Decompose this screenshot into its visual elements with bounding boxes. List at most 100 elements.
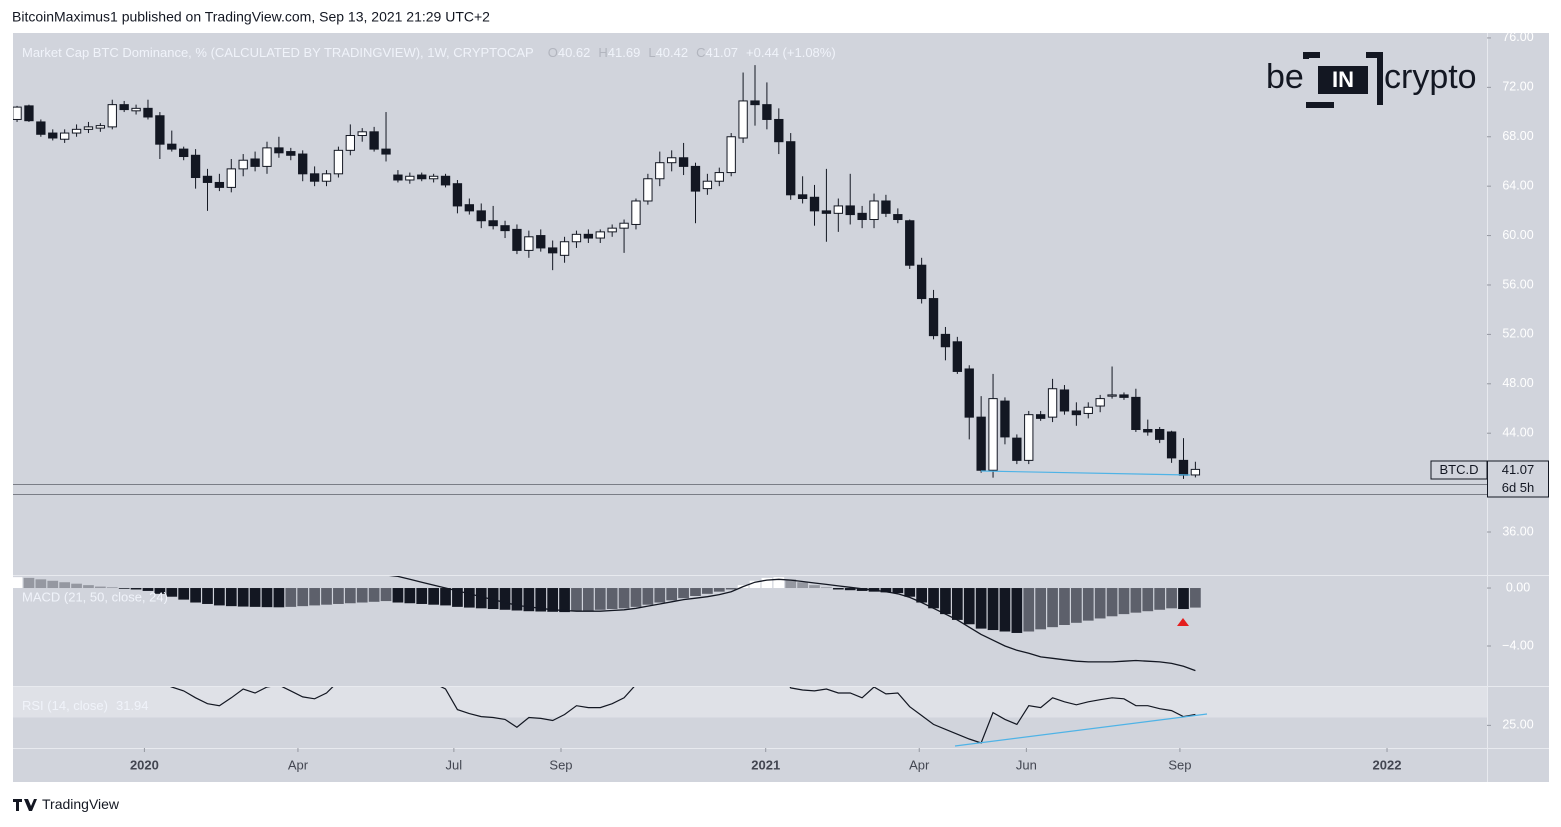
y-tick-label: −4.00 [1502, 638, 1534, 652]
legend-text: 40.42 [656, 45, 689, 60]
logo-box [1318, 66, 1368, 94]
candle-body [797, 194, 808, 200]
rsi-title: RSI (14, close) [22, 698, 108, 713]
candle-body [1012, 437, 1022, 461]
y-tick-label: 64.00 [1502, 178, 1533, 192]
y-tick-label: 52.00 [1502, 327, 1533, 341]
tv-icon [13, 799, 37, 811]
candle-body [869, 200, 879, 221]
candle-body [952, 341, 963, 372]
macd-histogram-bar [1106, 588, 1118, 617]
macd-histogram-bar [190, 588, 201, 603]
candle-body [619, 222, 629, 229]
macd-histogram-bar [1178, 588, 1189, 610]
macd-histogram-bar [523, 588, 535, 612]
candle-body [226, 168, 236, 188]
last-price: 41.07 [1502, 462, 1535, 477]
candle-body [547, 247, 558, 254]
macd-histogram-bar [142, 588, 154, 591]
candle-body [179, 148, 189, 158]
macd-histogram-bar [452, 588, 463, 607]
candle-body [1107, 394, 1117, 397]
macd-histogram-bar [404, 588, 416, 604]
candle-body [893, 214, 903, 221]
macd-histogram-bar [380, 588, 392, 602]
candle-body [738, 100, 748, 139]
candle-body [1059, 389, 1070, 412]
macd-histogram-bar [309, 588, 320, 606]
macd-histogram-bar [237, 588, 249, 607]
legend-text: 40.62 [558, 45, 591, 60]
candle-body [774, 118, 784, 143]
macd-histogram-bar [499, 588, 511, 610]
macd-histogram-bar [344, 588, 356, 604]
macd-histogram-bar [1059, 588, 1070, 625]
macd-histogram-bar [440, 588, 451, 606]
macd-histogram-bar [559, 588, 570, 613]
y-tick-label: 72.00 [1502, 80, 1533, 94]
macd-histogram-bar [690, 588, 701, 596]
candle-body [48, 132, 58, 139]
macd-histogram-bar [249, 588, 261, 607]
candle-body [155, 115, 165, 145]
macd-histogram-bar [666, 588, 678, 601]
candle-body [714, 172, 724, 182]
candle-body [726, 136, 736, 174]
candle-body [1000, 400, 1010, 438]
macd-histogram-bar [356, 588, 368, 603]
candle-body [488, 220, 498, 227]
macd-histogram-bar [987, 588, 999, 631]
macd-histogram-bar [749, 580, 761, 589]
legend-text: 41.69 [608, 45, 641, 60]
candle-body [583, 233, 594, 239]
candle-body [940, 333, 951, 348]
candle-body [1143, 428, 1153, 433]
macd-histogram-bar [1082, 588, 1094, 621]
macd-histogram-bar [951, 588, 963, 620]
candle-body [571, 233, 582, 243]
candle-body [428, 175, 439, 180]
macd-histogram-bar [535, 588, 547, 612]
candle-body [190, 154, 201, 179]
macd-histogram-bar [832, 588, 844, 590]
candle-body [464, 204, 475, 212]
rsi-pane [13, 687, 1487, 744]
symbol: BTC.D [1440, 462, 1479, 477]
candle-body [440, 175, 451, 186]
candle-body [976, 416, 986, 471]
macd-histogram-bar [178, 588, 190, 600]
macd-histogram-bar [844, 588, 856, 591]
candle-body [214, 181, 225, 188]
legend-text: Market Cap BTC Dominance, % (CALCULATED … [22, 45, 534, 60]
macd-histogram-bar [1118, 588, 1130, 615]
axes: 2020 Apr Jul Sep 2021 Apr Jun Sep 2022 76.00 72.00… [130, 30, 1534, 772]
candle-body [524, 236, 534, 251]
candle-body [59, 132, 70, 140]
candle-body [95, 125, 106, 129]
macd-histogram-bar [59, 582, 71, 589]
candle-body [559, 241, 570, 256]
footer-logo: TradingView [13, 796, 120, 812]
candle-body [857, 212, 867, 221]
macd-histogram-bar [416, 588, 428, 604]
candle-body [1178, 459, 1189, 476]
macd-histogram-bar [475, 588, 487, 609]
macd-histogram-bar [71, 583, 82, 589]
rsi-value: 31.94 [116, 698, 149, 713]
logo-be: be [1266, 58, 1304, 96]
candle-body [1024, 414, 1034, 461]
price-box [1487, 460, 1549, 498]
candle-body [1095, 398, 1105, 407]
candle-body [286, 151, 296, 156]
macd-histogram-bar [713, 588, 725, 592]
macd-histogram-bar [154, 588, 166, 594]
macd-histogram-bar [928, 588, 939, 609]
macd-histogram-bar [511, 588, 523, 611]
macd-histogram-bar [428, 588, 439, 605]
candle-body [643, 178, 653, 202]
macd-histogram-bar [725, 588, 737, 590]
macd-histogram-bar [583, 588, 594, 611]
macd-histogram-bar [487, 588, 499, 610]
macd-histogram-bar [463, 588, 475, 608]
macd-histogram-bar [940, 588, 951, 615]
